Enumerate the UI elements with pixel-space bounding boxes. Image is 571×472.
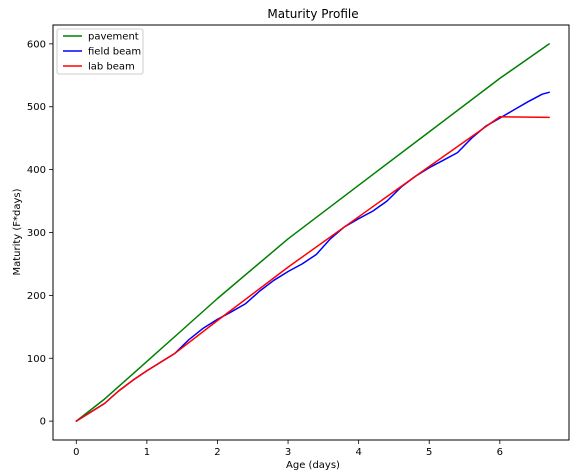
y-tick-label: 300	[27, 228, 46, 239]
legend-label: field beam	[88, 47, 141, 58]
x-axis-label: Age (days)	[286, 460, 340, 471]
series-line-pavement	[75, 43, 550, 422]
axis-layer: 0 1 2 3 4 5 6 0 100 200 300 400 500 600	[27, 39, 503, 458]
legend: pavement field beam lab beam	[56, 28, 144, 75]
chart-title: Maturity Profile	[267, 7, 358, 21]
x-tick-label: 4	[355, 447, 361, 458]
x-tick-label: 6	[497, 447, 503, 458]
x-tick-label: 5	[426, 447, 432, 458]
y-tick-label: 200	[27, 291, 46, 302]
x-tick-label: 2	[214, 447, 220, 458]
y-axis-label: Maturity (F*days)	[12, 188, 23, 275]
y-tick-label: 500	[27, 102, 46, 113]
x-tick-label: 0	[73, 447, 79, 458]
y-tick-label: 600	[27, 39, 46, 50]
y-tick-label: 0	[40, 417, 46, 428]
series-line-lab-beam	[75, 116, 550, 422]
y-tick-label: 400	[27, 165, 46, 176]
legend-label: pavement	[88, 32, 139, 43]
plot-area	[52, 24, 570, 441]
y-tick-label: 100	[27, 354, 46, 365]
series-layer	[75, 43, 550, 422]
legend-box	[56, 28, 144, 75]
x-tick-label: 1	[144, 447, 150, 458]
legend-label: lab beam	[88, 62, 135, 73]
x-tick-label: 3	[285, 447, 291, 458]
